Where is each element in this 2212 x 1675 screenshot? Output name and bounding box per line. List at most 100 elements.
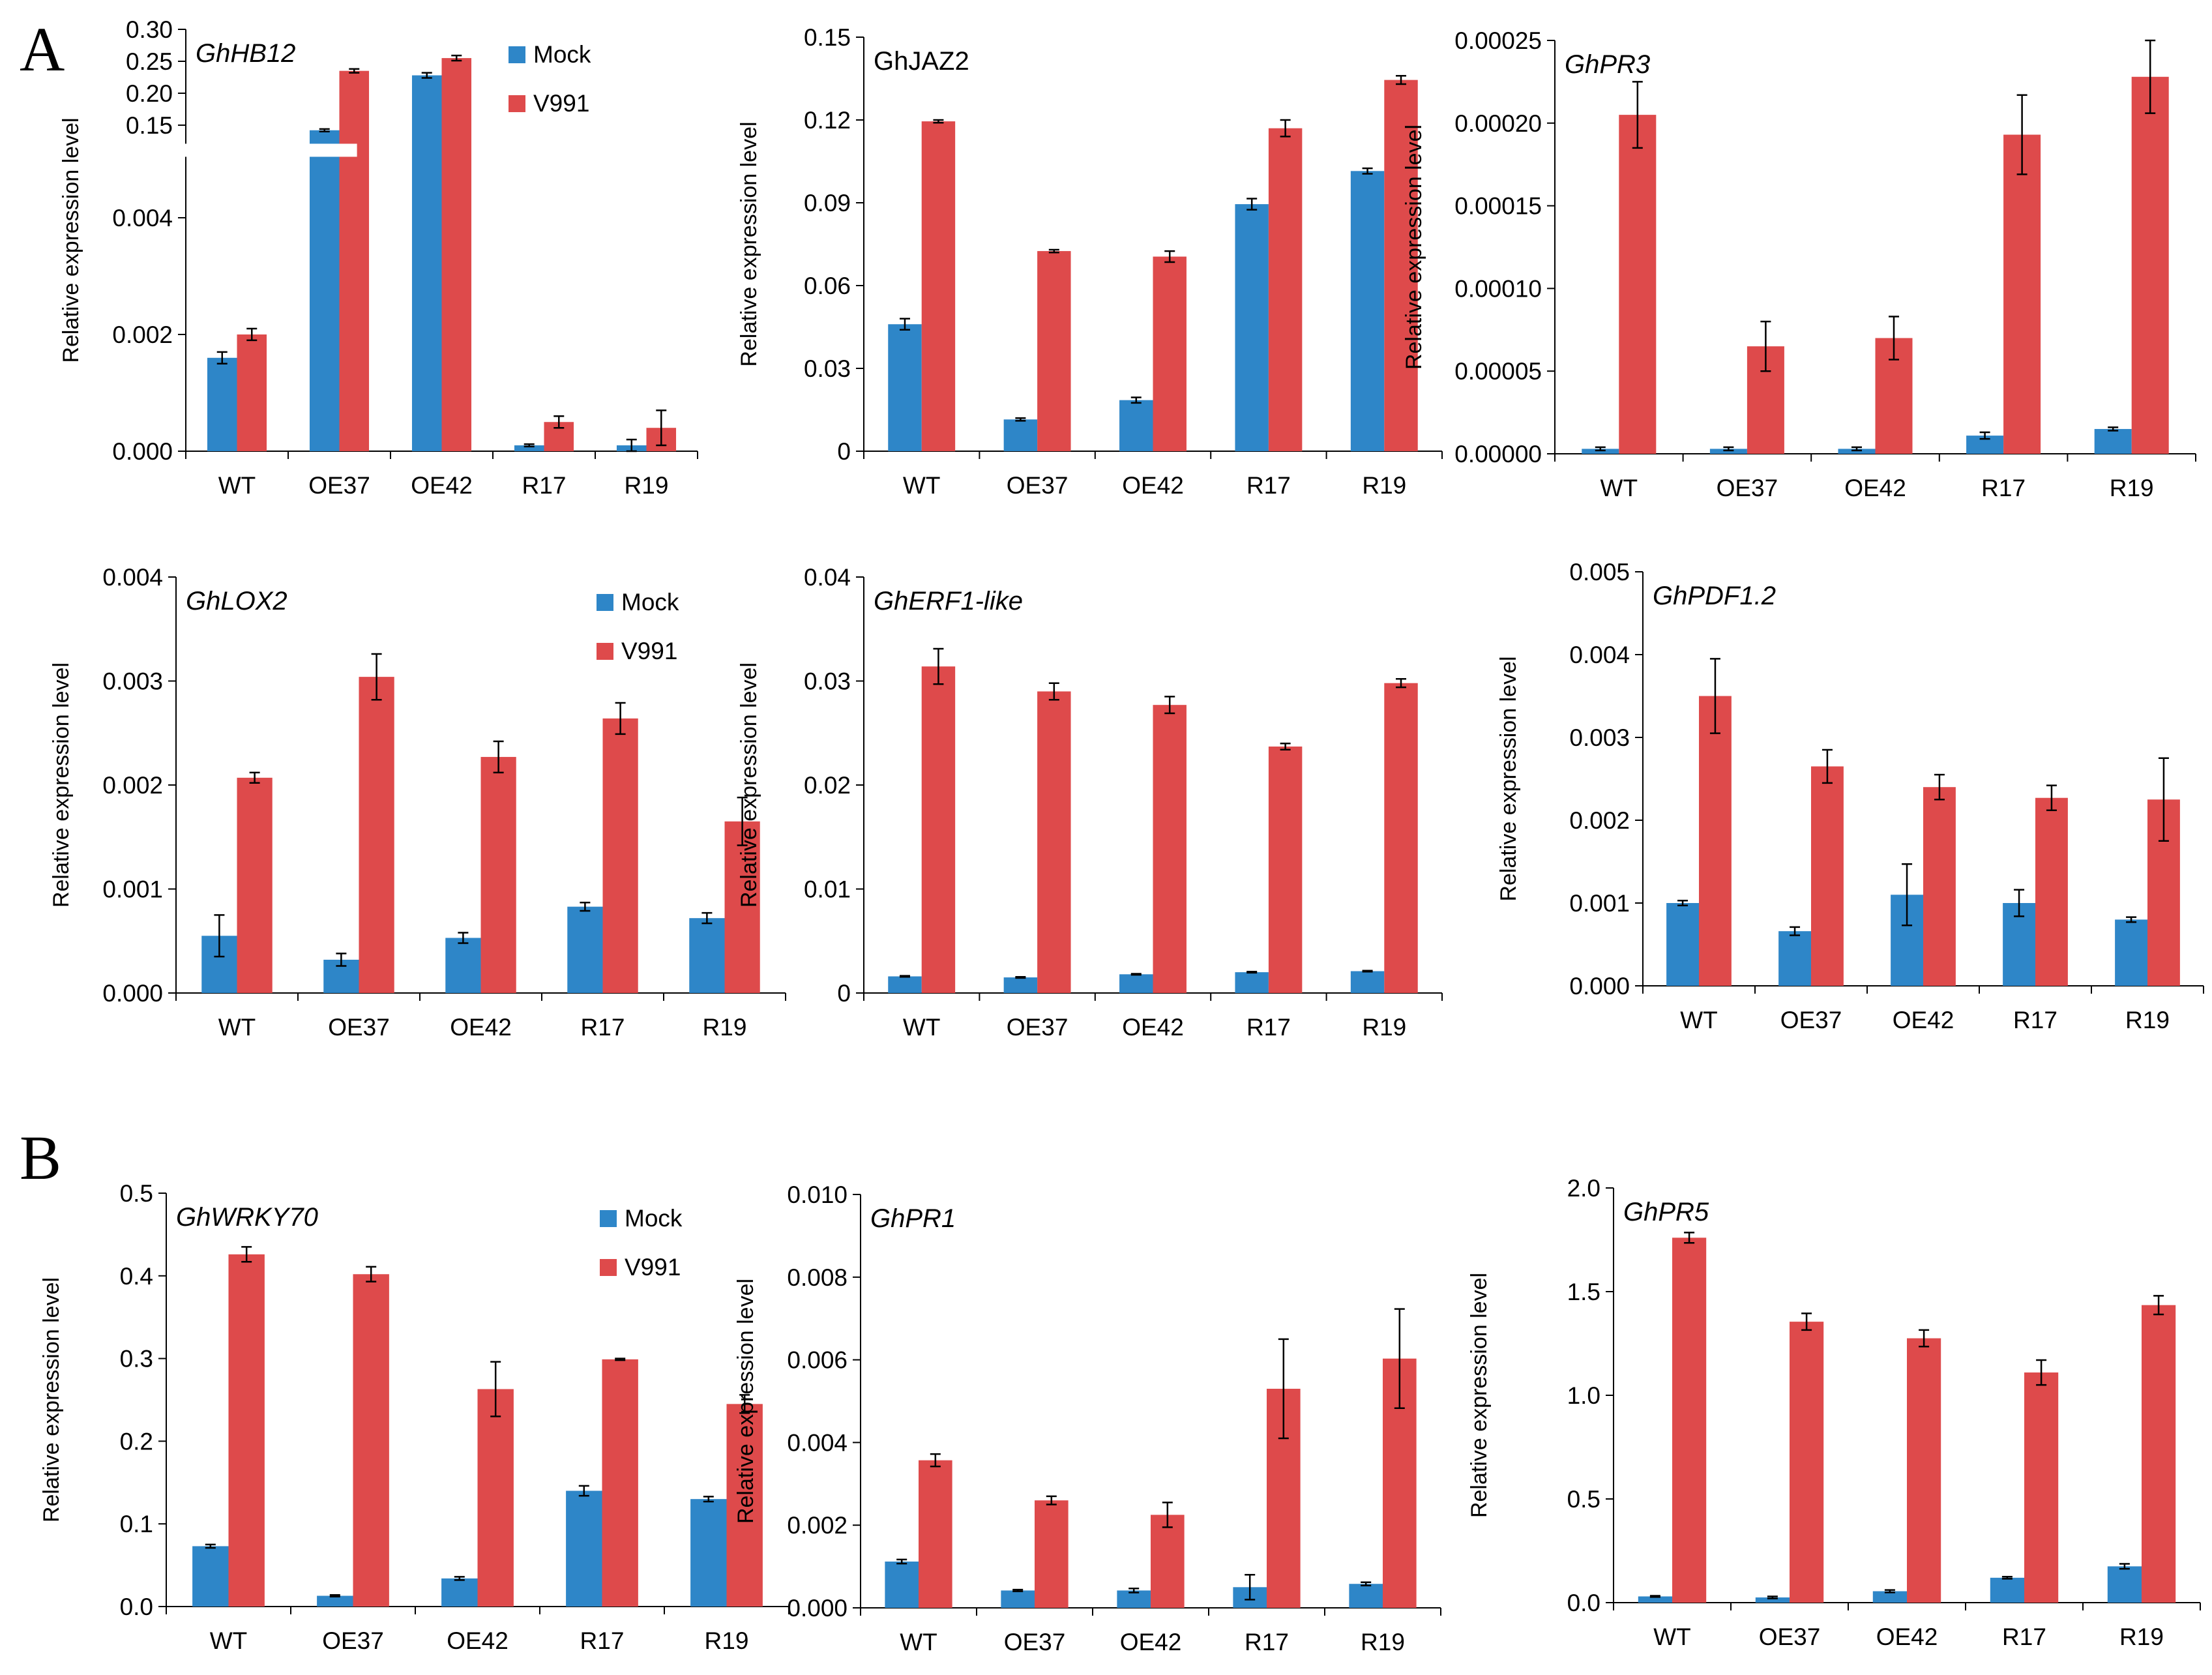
x-tick-label: R19	[703, 1014, 747, 1041]
y-tick-label: 1.5	[1567, 1279, 1600, 1305]
chart-ghpdf1-2: 0.000 0.001 0.002 0.003 0.004 0.005 WT OE37 OE42…	[1496, 559, 2204, 1033]
legend-label-v991: V991	[621, 638, 677, 664]
y-tick-label: 0.15	[804, 24, 851, 51]
bar-v991-oe42	[480, 756, 516, 993]
bar-mock-r19	[2115, 919, 2147, 986]
bar-v991-oe42	[1151, 1515, 1185, 1608]
x-tick-label: OE37	[1007, 1014, 1069, 1041]
chart-title: GhPR1	[870, 1204, 956, 1233]
bar-v991-oe42	[477, 1389, 514, 1607]
bar-v991-wt	[1699, 696, 1732, 986]
bar-v991-r19	[1384, 683, 1418, 993]
y-tick-label: 0.004	[102, 564, 163, 591]
y-tick-label: 0.000	[787, 1595, 848, 1622]
bar-mock-oe42	[445, 938, 481, 993]
y-tick-label: 0.003	[1569, 724, 1630, 751]
bar-mock-oe42	[1119, 974, 1153, 993]
bar-v991-oe37	[353, 1274, 389, 1607]
x-tick-label: R17	[522, 472, 567, 499]
chart-title: GhWRKY70	[176, 1203, 318, 1232]
y-tick-label: 0.002	[112, 321, 173, 348]
y-tick-label: 0.30	[126, 16, 173, 43]
x-tick-label: R19	[2110, 475, 2154, 501]
x-tick-label: OE42	[1120, 1629, 1182, 1655]
y-tick-label: 0.006	[787, 1347, 848, 1374]
chart-title: GhJAZ2	[874, 47, 969, 76]
y-tick-label: 0.005	[1569, 559, 1630, 586]
x-tick-label: R19	[2125, 1007, 2170, 1033]
bar-mock-wt	[1638, 1596, 1672, 1603]
bar-v991-oe37	[1037, 251, 1071, 451]
y-tick-label: 0.00020	[1454, 110, 1542, 137]
chart-ghwrky70: 0.0 0.1 0.2 0.3 0.4 0.5 WT OE37 OE42 R17 R19 GhWRKY…	[39, 1180, 789, 1654]
x-tick-label: OE37	[1717, 475, 1778, 501]
y-axis-label: Relative expression level	[737, 662, 761, 908]
y-tick-label: 0.00005	[1454, 358, 1542, 385]
chart-ghjaz2: 0 0.03 0.06 0.09 0.12 0.15 WT OE37 OE42 R17 R19 GhJ…	[737, 24, 1443, 499]
bar-mock-oe37	[1003, 977, 1038, 993]
x-tick-label: OE42	[450, 1014, 512, 1041]
chart-ghpr5: 0.0 0.5 1.0 1.5 2.0 WT OE37 OE42 R17 R19 GhPR5 Rela…	[1467, 1175, 2201, 1650]
y-axis-label: Relative expression level	[1402, 125, 1426, 370]
bar-v991-r19	[2142, 1305, 2176, 1603]
bar-mock-r17	[566, 1490, 602, 1607]
x-tick-label: OE42	[1876, 1623, 1938, 1650]
bar-v991-r17	[602, 718, 638, 993]
legend-label-v991: V991	[533, 90, 589, 117]
bar-mock-wt	[207, 357, 237, 451]
bar-v991-oe37	[1035, 1500, 1069, 1608]
y-tick-label: 0.1	[120, 1511, 153, 1537]
y-tick-label: 0.000	[112, 438, 173, 465]
y-tick-label: 0.01	[804, 876, 851, 903]
bar-mock-oe42	[411, 75, 442, 451]
x-tick-label: R17	[1245, 1629, 1289, 1655]
y-tick-label: 0.004	[787, 1429, 848, 1456]
chart-ghlox2: 0.000 0.001 0.002 0.003 0.004 WT OE37 OE42 R17 R1…	[49, 564, 786, 1041]
bar-mock-r17	[1990, 1577, 2024, 1603]
bar-mock-r19	[2107, 1566, 2142, 1603]
y-tick-label: 0	[837, 438, 851, 465]
legend-swatch-v991	[600, 1259, 617, 1276]
y-axis-label: Relative expression level	[733, 1279, 758, 1524]
y-tick-label: 0.002	[1569, 807, 1630, 834]
x-tick-label: WT	[1680, 1007, 1718, 1033]
bar-v991-oe42	[1153, 705, 1187, 993]
bar-mock-wt	[1666, 903, 1699, 986]
y-tick-label: 0.004	[112, 205, 173, 231]
y-tick-label: 0.000	[1569, 973, 1630, 1000]
y-tick-label: 0.00010	[1454, 275, 1542, 302]
bar-mock-r17	[567, 906, 603, 993]
chart-title: GhPR5	[1623, 1198, 1709, 1226]
chart-ghpr1: 0.000 0.002 0.004 0.006 0.008 0.010 WT OE37 OE42…	[733, 1181, 1441, 1655]
bar-v991-r17	[2035, 797, 2068, 986]
x-tick-label: R17	[2002, 1623, 2046, 1650]
y-tick-label: 0.00025	[1454, 27, 1542, 54]
chart-gherf1-like: 0 0.01 0.02 0.03 0.04 WT OE37 OE42 R17 R19 GhERF1-…	[737, 564, 1443, 1041]
x-tick-label: R17	[1246, 1014, 1291, 1041]
chart-ghhb12: 0.000 0.002 0.004 0.15 0.20 0.25 0.30 WT OE37 OE4…	[59, 16, 698, 499]
x-tick-label: R19	[1361, 1629, 1405, 1655]
y-tick-label: 0.02	[804, 772, 851, 799]
bar-v991-wt	[237, 334, 267, 451]
x-tick-label: R19	[1362, 1014, 1406, 1041]
bar-v991-oe42	[441, 58, 472, 451]
bar-mock-oe37	[1755, 1597, 1790, 1603]
y-tick-label: 0.00015	[1454, 193, 1542, 220]
bar-mock-wt	[192, 1546, 229, 1607]
bar-mock-wt	[1582, 449, 1619, 454]
bar-mock-oe37	[1778, 931, 1811, 986]
y-tick-label: 0.5	[120, 1180, 153, 1207]
legend-label-mock: Mock	[625, 1205, 683, 1232]
bar-v991-r19	[724, 821, 760, 993]
y-tick-label: 0.0	[1567, 1590, 1600, 1616]
bar-v991-wt	[237, 777, 273, 993]
x-tick-label: OE37	[1759, 1623, 1821, 1650]
y-tick-label: 0.12	[804, 107, 851, 134]
y-tick-label: 0.25	[126, 48, 173, 75]
x-tick-label: R17	[581, 1014, 625, 1041]
chart-title: GhERF1-like	[874, 587, 1023, 615]
legend-swatch-mock	[597, 594, 613, 611]
bar-v991-r17	[2024, 1372, 2059, 1603]
y-tick-label: 0.15	[126, 112, 173, 139]
